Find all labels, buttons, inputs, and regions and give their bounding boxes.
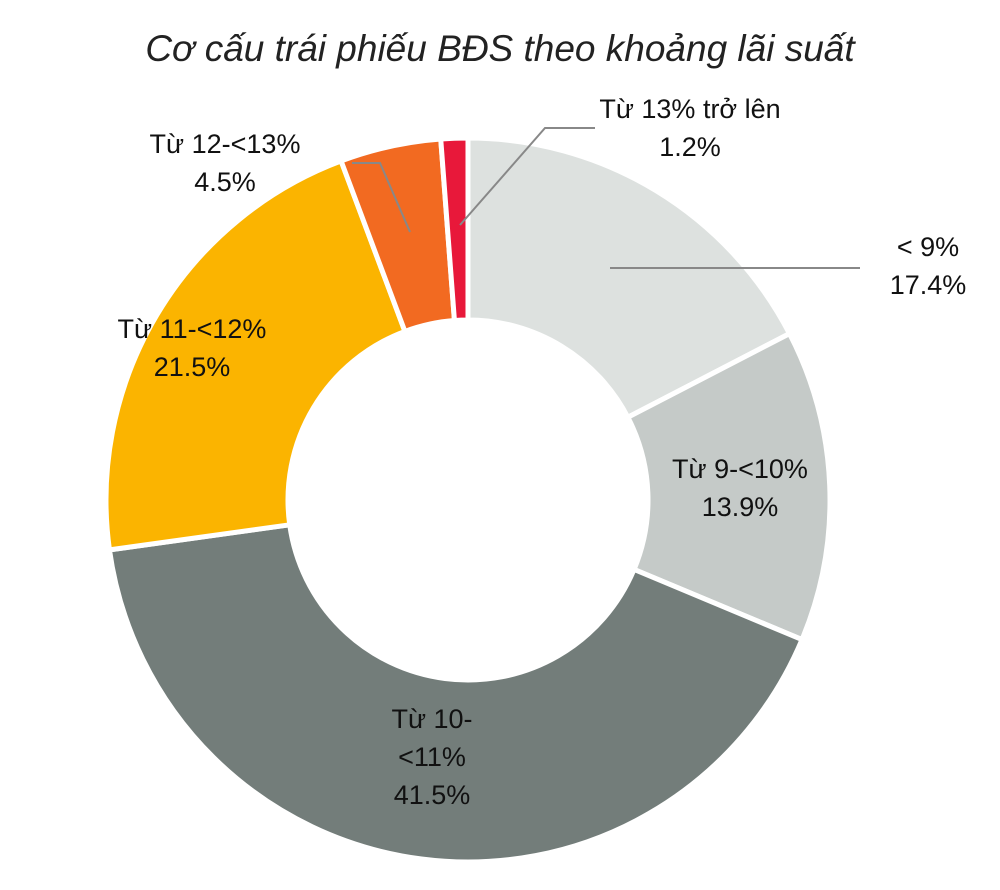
slice-label: < 9% 17.4% [890,228,967,304]
slice-label: Từ 13% trở lên 1.2% [599,90,780,166]
value-label: 4.5% [194,167,256,197]
slice-label: Từ 9-<10% 13.9% [672,450,808,526]
chart-title: Cơ cấu trái phiếu BĐS theo khoảng lãi su… [145,28,855,69]
slice-label: Từ 11-<12% 21.5% [118,310,267,386]
category-label: < 9% [896,232,960,262]
donut-slice [106,521,806,865]
value-label: 41.5% [393,780,471,810]
donut-slice [438,135,471,324]
value-label: 17.4% [889,270,967,300]
leader-line [352,162,411,233]
donut-slice [465,135,793,421]
donut-slice [624,330,833,643]
slice-label: Từ 12-<13% 4.5% [150,125,301,201]
donut-slice [103,157,409,553]
value-label: 1.2% [659,132,721,162]
category-label: Từ 11-<12% [117,314,267,344]
category-label: Từ 10-<11% [391,704,473,772]
slice-label: Từ 10-<11% 41.5% [372,700,492,814]
category-label: Từ 12-<13% [149,129,301,159]
category-label: Từ 9-<10% [672,454,808,484]
category-label: Từ 13% trở lên [599,94,781,124]
leader-line [459,127,595,226]
value-label: 13.9% [701,492,779,522]
value-label: 21.5% [153,352,231,382]
